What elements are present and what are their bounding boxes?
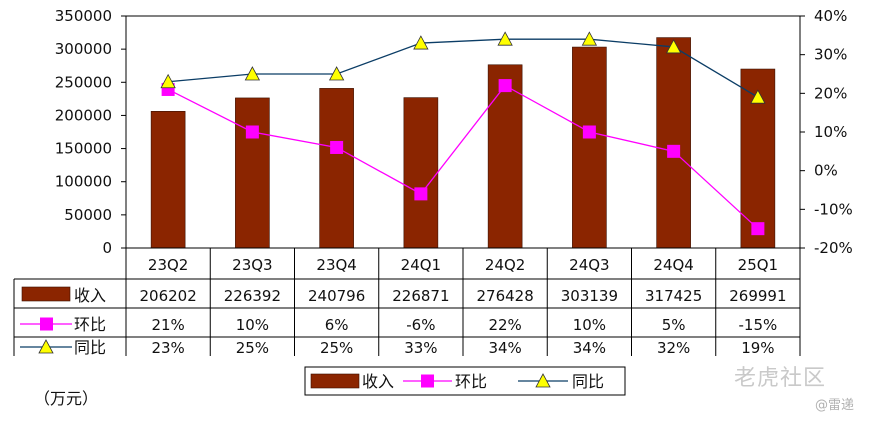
legend-key-revenue: [310, 373, 360, 389]
table-cell: 10%: [236, 316, 269, 334]
marker-yoy-23Q3: [244, 66, 261, 81]
x-tick-label: 24Q3: [569, 256, 609, 274]
marker-qoq-24Q4: [667, 144, 681, 158]
table-cell: 276428: [476, 287, 533, 305]
table-cell: 25%: [236, 339, 269, 357]
unit-label: （万元）: [34, 389, 99, 408]
table-cell: 240796: [308, 287, 365, 305]
x-tick-label: 24Q2: [485, 256, 525, 274]
row-header-label: 环比: [74, 315, 106, 334]
table-cell: 10%: [573, 316, 606, 334]
table-cell: 317425: [645, 287, 702, 305]
marker-yoy-25Q1: [750, 89, 766, 104]
y-left-tick-label: 50000: [64, 206, 112, 224]
table-cell: 206202: [139, 287, 196, 305]
marker-yoy-24Q2: [497, 31, 513, 46]
table-cell: 33%: [404, 339, 437, 357]
y-right-tick-label: 10%: [814, 123, 847, 141]
y-left-tick-label: 250000: [55, 73, 112, 91]
row-key-qoq-marker: [40, 317, 53, 331]
legend-label-yoy: 同比: [572, 372, 604, 391]
y-right-tick-label: 30%: [814, 46, 847, 64]
table-cell: 34%: [573, 339, 606, 357]
y-left-tick-label: 350000: [55, 7, 112, 25]
table-cell: 22%: [488, 316, 521, 334]
legend-label-revenue: 收入: [362, 372, 394, 391]
legend-key-qoq-marker: [421, 374, 434, 388]
bar-23Q3: [235, 97, 270, 249]
table-cell: 303139: [561, 287, 618, 305]
table-cell: 6%: [325, 316, 349, 334]
bar-24Q1: [403, 97, 439, 249]
line-qoq: [167, 84, 759, 230]
y-left-tick-label: 0: [102, 239, 112, 257]
marker-qoq-23Q3: [245, 125, 259, 139]
table-cell: 226392: [224, 287, 281, 305]
marker-yoy-23Q2: [160, 73, 176, 89]
marker-qoq-24Q2: [498, 79, 512, 93]
legend-label-qoq: 环比: [455, 372, 487, 391]
watermark-logo: 老虎社区: [734, 366, 827, 391]
bar-23Q4: [319, 88, 354, 249]
row-key-revenue: [21, 286, 71, 302]
marker-yoy-23Q4: [328, 66, 345, 81]
marker-qoq-25Q1: [751, 222, 765, 236]
marker-qoq-24Q3: [582, 125, 596, 139]
table-cell: 226871: [392, 287, 449, 305]
bar-24Q2: [487, 64, 523, 249]
legend-key-yoy-marker: [535, 373, 551, 388]
x-tick-label: 24Q4: [653, 256, 693, 274]
table-cell: 23%: [151, 339, 184, 357]
y-right-tick-label: 0%: [814, 162, 838, 180]
line-yoy: [168, 38, 759, 98]
table-cell: 19%: [741, 339, 774, 357]
x-tick-label: 23Q2: [148, 256, 188, 274]
x-tick-label: 24Q1: [401, 256, 441, 274]
table-cell: 269991: [729, 287, 786, 305]
table-cell: -15%: [738, 316, 777, 334]
watermark-source: @雷递: [815, 398, 855, 413]
y-left-tick-label: 150000: [55, 140, 112, 158]
table-cell: 21%: [151, 316, 184, 334]
row-header-label: 同比: [74, 338, 106, 357]
row-header-label: 收入: [74, 286, 106, 305]
y-right-tick-label: 20%: [814, 84, 847, 102]
table-cell: 25%: [320, 339, 353, 357]
marker-yoy-24Q4: [665, 39, 682, 54]
marker-yoy-24Q3: [581, 31, 598, 46]
bar-24Q3: [572, 46, 607, 249]
x-tick-label: 23Q4: [316, 256, 356, 274]
marker-qoq-24Q1: [414, 187, 428, 201]
marker-yoy-24Q1: [413, 35, 429, 50]
y-left-tick-label: 100000: [55, 173, 112, 191]
x-tick-label: 23Q3: [232, 256, 272, 274]
row-key-yoy-marker: [38, 339, 54, 354]
y-right-tick-label: -20%: [814, 239, 853, 257]
table-cell: 32%: [657, 339, 690, 357]
bar-23Q2: [150, 111, 186, 249]
y-right-tick-label: 40%: [814, 7, 847, 25]
x-tick-label: 25Q1: [738, 256, 778, 274]
bar-24Q4: [656, 37, 691, 249]
y-left-tick-label: 200000: [55, 106, 112, 124]
table-cell: 5%: [662, 316, 686, 334]
y-right-tick-label: -10%: [814, 200, 853, 218]
marker-qoq-23Q4: [330, 140, 344, 154]
table-cell: 34%: [488, 339, 521, 357]
table-cell: -6%: [406, 316, 435, 334]
y-left-tick-label: 300000: [55, 40, 112, 58]
